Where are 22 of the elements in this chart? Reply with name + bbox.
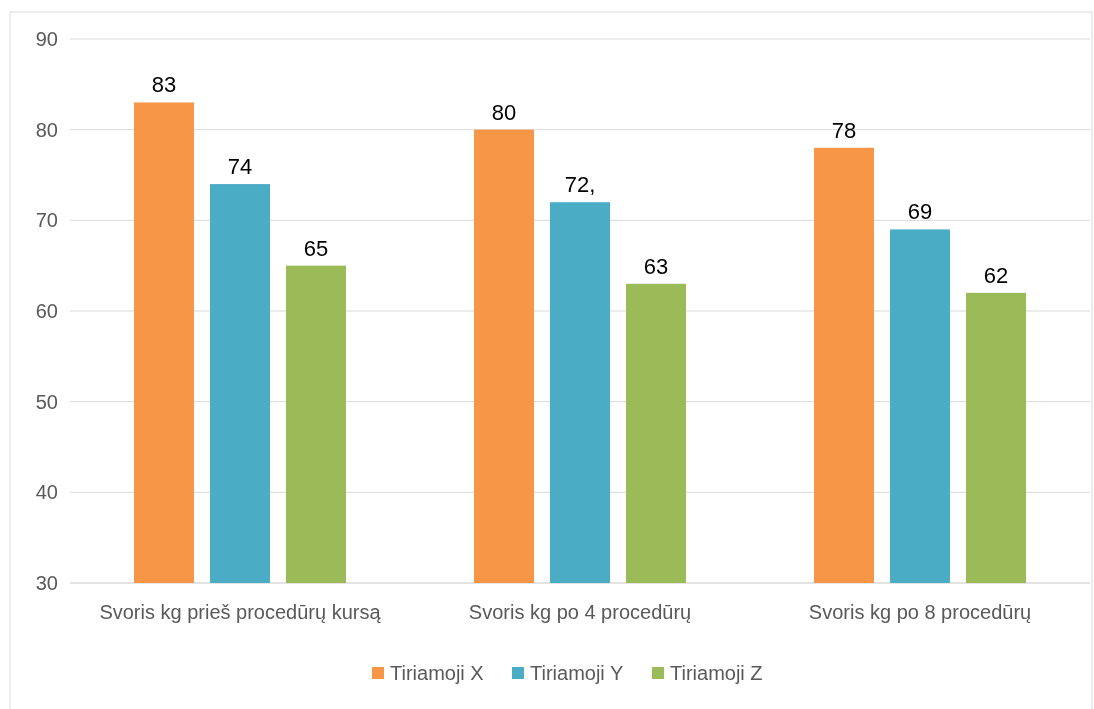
data-label: 80: [491, 99, 517, 125]
data-label: 62: [983, 262, 1009, 288]
x-tick-label: Svoris kg prieš procedūrų kursą: [99, 601, 382, 623]
legend-label: Tiriamoji X: [390, 662, 484, 684]
y-tick-label: 30: [35, 572, 58, 594]
y-tick-label: 60: [35, 300, 58, 322]
data-label: 63: [643, 253, 669, 279]
data-label: 83: [151, 72, 177, 98]
data-label: 74: [227, 154, 253, 180]
y-tick-label: 50: [35, 390, 58, 413]
y-tick-label: 40: [35, 481, 58, 504]
data-label: 65: [303, 235, 329, 261]
x-tick-label: Svoris kg po 8 procedūrų: [808, 601, 1032, 623]
data-label: 72,: [564, 172, 596, 198]
y-tick-label: 70: [35, 209, 58, 232]
legend-label: Tiriamoji Y: [530, 662, 624, 684]
data-label: 69: [907, 199, 933, 225]
x-tick-label: Svoris kg po 4 procedūrų: [468, 601, 692, 623]
y-tick-label: 80: [35, 118, 58, 141]
legend-label: Tiriamoji Z: [670, 662, 763, 684]
data-label: 78: [831, 117, 857, 143]
y-tick-label: 90: [35, 28, 58, 50]
